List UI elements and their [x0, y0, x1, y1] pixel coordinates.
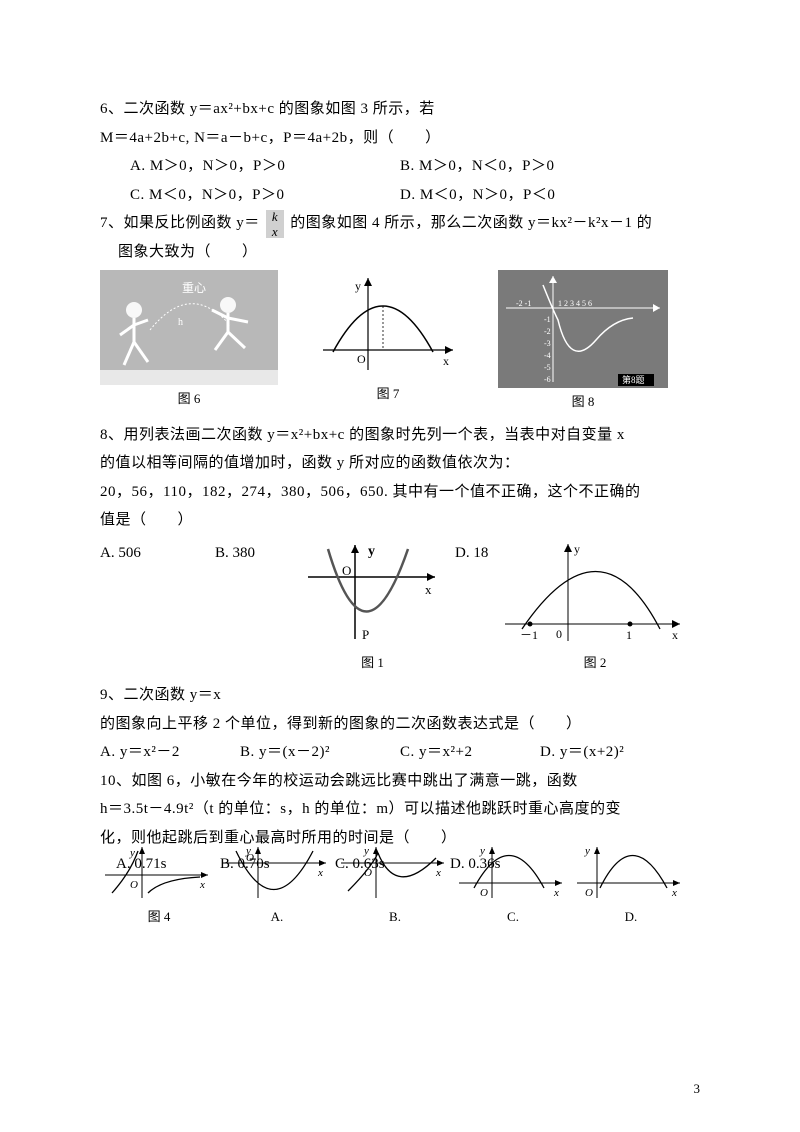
- fig8-svg: -2 -1 1 2 3 4 5 6 -1 -2 -3 -4 -5 -6 第8题: [498, 270, 668, 388]
- fig1-cap: 图 1: [300, 651, 445, 676]
- svg-text:-2: -2: [544, 327, 551, 336]
- q10-capB: B.: [336, 905, 454, 930]
- svg-text:O: O: [585, 887, 593, 899]
- fig7: O x y 图 7: [313, 270, 463, 407]
- svg-text:-1: -1: [544, 315, 551, 324]
- q6-options-row1: A. M＞0，N＞0，P＞0 B. M＞0，N＜0，P＞0: [100, 152, 700, 181]
- q10-capC: C.: [454, 905, 572, 930]
- q8-optA: A. 506: [100, 539, 215, 568]
- fig6-svg: 重心 h: [100, 270, 278, 385]
- q6-optA: A. M＞0，N＞0，P＞0: [100, 152, 400, 181]
- q7-frac-den: x: [266, 225, 284, 238]
- q8-optB: B. 380: [215, 539, 300, 568]
- q7-frac-num: k: [266, 210, 284, 223]
- q6-options-row2: C. M＜0，N＞0，P＞0 D. M＜0，N＞0，P＜0: [100, 181, 700, 210]
- page-number: 3: [694, 1077, 701, 1102]
- q7-line1: 7、如果反比例函数 y＝ k x 的图象如图 4 所示，那么二次函数 y＝kx²…: [100, 209, 700, 238]
- q10-figC: O y x C.: [454, 843, 572, 930]
- q9-options: A. y＝x²－2 B. y＝(x－2)² C. y＝x²+2 D. y＝(x+…: [100, 738, 700, 767]
- svg-text:-3: -3: [544, 339, 551, 348]
- q8-line1: 8、用列表法画二次函数 y＝x²+bx+c 的图象时先列一个表，当表中对自变量 …: [100, 421, 700, 450]
- q9-optA: A. y＝x²－2: [100, 738, 240, 767]
- q10-capA: A.: [218, 905, 336, 930]
- fig1-svg: O x y P: [300, 539, 445, 649]
- fig7-svg: O x y: [313, 270, 463, 380]
- svg-text:y: y: [584, 845, 590, 857]
- svg-text:-2 -1: -2 -1: [516, 299, 531, 308]
- svg-text:x: x: [317, 867, 323, 879]
- svg-text:0: 0: [556, 627, 562, 641]
- fig6-label: 重心: [182, 281, 206, 295]
- svg-text:y: y: [245, 845, 251, 857]
- q8-optD: D. 18: [445, 539, 500, 568]
- fig8: -2 -1 1 2 3 4 5 6 -1 -2 -3 -4 -5 -6 第8题 …: [498, 270, 668, 415]
- q8-line3: 20，56，110，182，274，380，506，650. 其中有一个值不正确…: [100, 478, 700, 507]
- q6-line1: 6、二次函数 y＝ax²+bx+c 的图象如图 3 所示，若: [100, 95, 700, 124]
- fig2: －1 0 1 x y 图 2: [500, 539, 690, 676]
- svg-text:y: y: [129, 847, 135, 859]
- q7-post: 的图象如图 4 所示，那么二次函数 y＝kx²－k²x－1 的: [290, 215, 652, 231]
- q10-line2: h＝3.5t－4.9t²（t 的单位：s，h 的单位：m）可以描述他跳跃时重心高…: [100, 795, 700, 824]
- svg-text:O: O: [357, 352, 366, 366]
- svg-text:y: y: [363, 845, 369, 857]
- fig2-svg: －1 0 1 x y: [500, 539, 690, 649]
- svg-text:O: O: [342, 563, 351, 578]
- q7-fraction: k x: [266, 210, 284, 238]
- fig7-cap: 图 7: [313, 382, 463, 407]
- svg-text:h: h: [178, 317, 183, 328]
- q8-line2: 的值以相等间隔的值增加时，函数 y 所对应的函数值依次为：: [100, 449, 700, 478]
- q6-optB: B. M＞0，N＜0，P＞0: [400, 152, 555, 181]
- q10-capD: D.: [572, 905, 690, 930]
- svg-text:O: O: [364, 867, 372, 879]
- svg-text:x: x: [435, 867, 441, 879]
- q6-optC: C. M＜0，N＞0，P＞0: [100, 181, 400, 210]
- svg-text:y: y: [355, 279, 361, 293]
- q10-line1: 10、如图 6，小敏在今年的校运动会跳远比赛中跳出了满意一跳，函数: [100, 767, 700, 796]
- q8-figrow: A. 506 B. 380 O x y P 图 1 D. 18 －1 0 1: [100, 539, 700, 676]
- q6-optD: D. M＜0，N＞0，P＜0: [400, 181, 555, 210]
- svg-text:1 2 3 4 5 6: 1 2 3 4 5 6: [558, 299, 592, 308]
- q7-line2: 图象大致为（ ）: [100, 238, 700, 267]
- q9-line1: 9、二次函数 y＝x: [100, 681, 700, 710]
- q10-graphs: O y x 图 4 O y x A. O y x B.: [100, 843, 700, 930]
- svg-text:1: 1: [626, 628, 632, 642]
- q10-figA: O y x A.: [218, 843, 336, 930]
- q9-optB: B. y＝(x－2)²: [240, 738, 400, 767]
- svg-text:y: y: [574, 542, 580, 556]
- q8-line4: 值是（ ）: [100, 506, 700, 535]
- svg-text:O: O: [480, 887, 488, 899]
- svg-text:x: x: [199, 879, 205, 891]
- fig8-sub: 第8题: [622, 374, 645, 385]
- q10-cap4: 图 4: [100, 905, 218, 930]
- svg-text:-5: -5: [544, 363, 551, 372]
- fig6-cap: 图 6: [100, 387, 278, 412]
- svg-text:P: P: [362, 627, 369, 642]
- svg-text:－1: －1: [520, 628, 538, 642]
- svg-text:y: y: [479, 845, 485, 857]
- q10-figD: O y x D.: [572, 843, 690, 930]
- svg-text:O: O: [130, 879, 138, 891]
- svg-text:x: x: [553, 887, 559, 899]
- q9-optD: D. y＝(x+2)²: [540, 738, 624, 767]
- svg-text:x: x: [425, 582, 432, 597]
- svg-text:x: x: [443, 354, 449, 368]
- q9-optC: C. y＝x²+2: [400, 738, 540, 767]
- svg-text:x: x: [672, 628, 678, 642]
- q10-figB: O y x B.: [336, 843, 454, 930]
- svg-text:y: y: [368, 544, 375, 559]
- q7-figrow: 重心 h 图 6 O x y 图 7 -2 -1: [100, 270, 700, 415]
- q10-fig4: O y x 图 4: [100, 843, 218, 930]
- q9-line2: 的图象向上平移 2 个单位，得到新的图象的二次函数表达式是（ ）: [100, 710, 700, 739]
- q6-line2: M＝4a+2b+c, N＝a－b+c，P＝4a+2b，则（ ）: [100, 124, 700, 153]
- svg-text:-6: -6: [544, 375, 551, 384]
- svg-text:x: x: [671, 887, 677, 899]
- fig6: 重心 h 图 6: [100, 270, 278, 412]
- fig8-cap: 图 8: [498, 390, 668, 415]
- fig1: O x y P 图 1: [300, 539, 445, 676]
- fig2-cap: 图 2: [500, 651, 690, 676]
- svg-text:-4: -4: [544, 351, 551, 360]
- q7-pre: 7、如果反比例函数 y＝: [100, 215, 260, 231]
